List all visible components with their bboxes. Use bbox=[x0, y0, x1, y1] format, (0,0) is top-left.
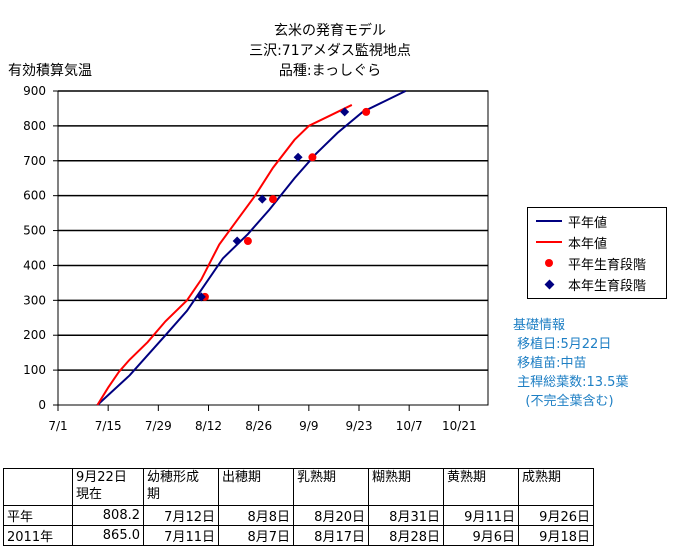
table-header-cell: 糊熟期 bbox=[368, 468, 444, 506]
legend-item-honnenchi: 本年値 bbox=[536, 233, 608, 252]
table-cell: 7月12日 bbox=[143, 505, 219, 526]
legend-item-honnen-stage: 本年生育段階 bbox=[536, 275, 647, 294]
table-cell: 8月17日 bbox=[293, 525, 369, 546]
table-cell: 8月28日 bbox=[368, 525, 444, 546]
x-tick-label: 9/9 bbox=[299, 419, 318, 433]
table-cell: 9月18日 bbox=[518, 525, 594, 546]
info-heading: 基礎情報 bbox=[513, 318, 566, 333]
table-cell: 9月11日 bbox=[443, 505, 519, 526]
table-header-cell: 幼穂形成 期 bbox=[143, 468, 219, 506]
table-corner-cell bbox=[3, 468, 73, 506]
table-cell: 8月7日 bbox=[218, 525, 294, 546]
y-tick-label: 400 bbox=[23, 258, 46, 272]
stage-marker-heinen bbox=[243, 237, 252, 246]
table-cell: 8月8日 bbox=[218, 505, 294, 526]
y-axis-label: 有効積算気温 bbox=[8, 63, 92, 79]
table-row-label: 平年 bbox=[3, 505, 73, 526]
table-cell: 7月11日 bbox=[143, 525, 219, 546]
x-tick-label: 10/21 bbox=[442, 419, 477, 433]
table-header-cell: 出穂期 bbox=[218, 468, 294, 506]
table-header-row: 9月22日 現在 幼穂形成 期 出穂期 乳熟期 糊熟期 黄熟期 成熟期 bbox=[3, 468, 594, 506]
stage-marker-honnen bbox=[232, 236, 242, 246]
table-cell: 808.2 bbox=[72, 505, 144, 526]
stage-marker-honnen bbox=[257, 194, 267, 204]
y-tick-label: 800 bbox=[23, 119, 46, 133]
y-tick-label: 300 bbox=[23, 293, 46, 307]
stage-marker-heinen bbox=[269, 195, 277, 204]
info-line: 移植日:5月22日 bbox=[513, 337, 612, 352]
x-tick-label: 10/7 bbox=[396, 419, 423, 433]
table-row-label: 2011年 bbox=[3, 525, 73, 546]
y-tick-label: 700 bbox=[23, 154, 46, 168]
stage-marker-heinen bbox=[308, 153, 317, 162]
x-tick-label: 9/23 bbox=[346, 419, 373, 433]
table-row: 2011年 865.0 7月11日 8月7日 8月17日 8月28日 9月6日 … bbox=[3, 525, 594, 546]
table-header-cell: 9月22日 現在 bbox=[72, 468, 144, 506]
x-tick-label: 7/1 bbox=[48, 419, 67, 433]
y-tick-label: 200 bbox=[23, 328, 46, 342]
y-tick-label: 500 bbox=[23, 224, 46, 238]
y-tick-label: 0 bbox=[38, 398, 46, 412]
legend-label: 本年生育段階 bbox=[568, 278, 647, 294]
growth-stage-table: 9月22日 現在 幼穂形成 期 出穂期 乳熟期 糊熟期 黄熟期 成熟期 平年 8… bbox=[3, 468, 594, 546]
legend: 平年値 本年値 平年生育段階 本年生育段階 bbox=[527, 207, 667, 299]
x-tick-label: 7/29 bbox=[145, 419, 172, 433]
stage-marker-honnen bbox=[196, 292, 206, 302]
table-row: 平年 808.2 7月12日 8月8日 8月20日 8月31日 9月11日 9月… bbox=[3, 505, 594, 526]
x-tick-label: 8/12 bbox=[195, 419, 222, 433]
x-tick-label: 7/15 bbox=[95, 419, 122, 433]
stage-marker-honnen bbox=[340, 107, 350, 117]
legend-label: 本年値 bbox=[568, 236, 608, 252]
info-line: (不完全葉含む) bbox=[513, 394, 614, 409]
legend-item-heinen-stage: 平年生育段階 bbox=[536, 254, 647, 273]
y-tick-label: 900 bbox=[23, 84, 46, 98]
stage-marker-heinen bbox=[362, 107, 371, 116]
table-cell: 9月26日 bbox=[518, 505, 594, 526]
series-line-1 bbox=[96, 104, 353, 406]
chart-title-line-2: 三沢:71アメダス監視地点 bbox=[249, 43, 411, 59]
plot-frame bbox=[57, 90, 489, 406]
table-cell: 8月20日 bbox=[293, 505, 369, 526]
info-line: 主稈総葉数:13.5葉 bbox=[513, 375, 629, 390]
chart-title-line-3: 品種:まっしぐら bbox=[278, 63, 382, 79]
info-line: 移植苗:中苗 bbox=[513, 356, 587, 371]
table-header-cell: 成熟期 bbox=[518, 468, 594, 506]
legend-item-heinenchi: 平年値 bbox=[536, 212, 608, 231]
table-header-cell: 乳熟期 bbox=[293, 468, 369, 506]
y-tick-label: 100 bbox=[23, 363, 46, 377]
table-cell: 8月31日 bbox=[368, 505, 444, 526]
series-line-0 bbox=[96, 90, 407, 406]
table-cell: 9月6日 bbox=[443, 525, 519, 546]
legend-label: 平年値 bbox=[568, 215, 608, 231]
y-tick-label: 600 bbox=[23, 189, 46, 203]
x-tick-label: 8/26 bbox=[245, 419, 272, 433]
legend-label: 平年生育段階 bbox=[568, 257, 647, 273]
table-cell: 865.0 bbox=[72, 525, 144, 546]
stage-marker-honnen bbox=[293, 152, 303, 162]
info-panel: 基礎情報 移植日:5月22日 移植苗:中苗 主稈総葉数:13.5葉 (不完全葉含… bbox=[513, 316, 628, 411]
chart-title-line-1: 玄米の発育モデル bbox=[274, 23, 386, 39]
table-header-cell: 黄熟期 bbox=[443, 468, 519, 506]
